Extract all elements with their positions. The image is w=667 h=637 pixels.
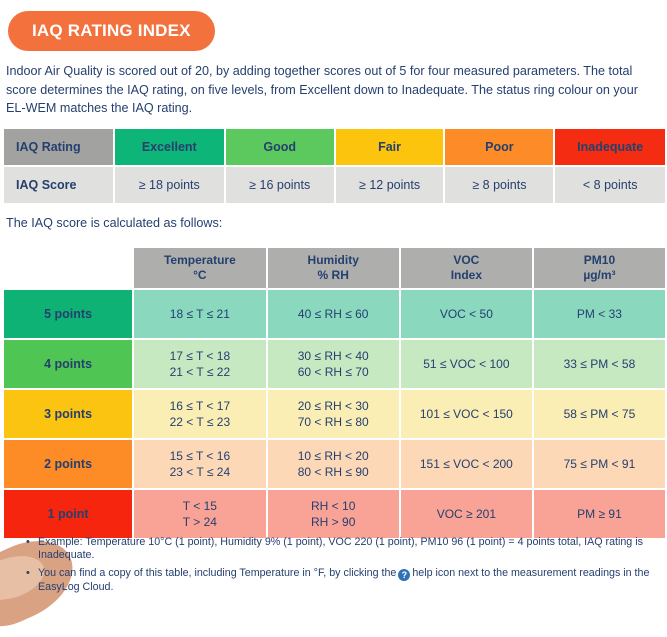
points-label: 4 points xyxy=(4,340,133,388)
score-row-4-points: 4 points 17 ≤ T < 18 21 < T ≤ 22 30 ≤ RH… xyxy=(4,340,665,388)
footnote-help-text-before: You can find a copy of this table, inclu… xyxy=(38,567,397,579)
range-line: 60 < RH ≤ 70 xyxy=(297,365,369,379)
header-humidity-line1: Humidity xyxy=(307,253,359,267)
range-line: 17 ≤ T < 18 xyxy=(169,349,231,363)
header-voc-line1: VOC xyxy=(453,253,480,267)
pm10-range: 58 ≤ PM < 75 xyxy=(533,390,665,438)
voc-range: VOC ≥ 201 xyxy=(400,490,532,538)
range-line: RH > 90 xyxy=(311,515,356,529)
rating-row-label: IAQ Rating xyxy=(4,129,113,165)
score-cell-poor: ≥ 8 points xyxy=(445,167,554,203)
rating-cell-inadequate: Inadequate xyxy=(555,129,665,165)
temperature-range: 17 ≤ T < 18 21 < T ≤ 22 xyxy=(134,340,266,388)
iaq-score-row: IAQ Score ≥ 18 points ≥ 16 points ≥ 12 p… xyxy=(4,167,665,203)
score-table-header-row: Temperature °C Humidity % RH VOC Index P… xyxy=(4,248,665,288)
header-pm10-line1: PM10 xyxy=(583,253,616,267)
score-row-5-points: 5 points 18 ≤ T ≤ 21 40 ≤ RH ≤ 60 VOC < … xyxy=(4,290,665,338)
footnotes: • Example: Temperature 10°C (1 point), H… xyxy=(26,536,662,599)
pm10-range: PM < 33 xyxy=(533,290,665,338)
header-temperature-line1: Temperature xyxy=(163,253,236,267)
header-voc-line2: Index xyxy=(450,268,483,282)
pm10-range: 75 ≤ PM < 91 xyxy=(533,440,665,488)
pm10-range: PM ≥ 91 xyxy=(533,490,665,538)
humidity-range: 40 ≤ RH ≤ 60 xyxy=(267,290,399,338)
score-calculation-table: Temperature °C Humidity % RH VOC Index P… xyxy=(2,246,667,540)
range-line: 16 ≤ T < 17 xyxy=(169,399,231,413)
iaq-rating-table: IAQ Rating Excellent Good Fair Poor Inad… xyxy=(2,127,667,205)
footnote-example-text: Example: Temperature 10°C (1 point), Hum… xyxy=(38,536,643,561)
score-row-1-point: 1 point T < 15 T > 24 RH < 10 RH > 90 VO… xyxy=(4,490,665,538)
footnote-help: • You can find a copy of this table, inc… xyxy=(26,567,662,594)
range-line: RH < 10 xyxy=(311,499,356,513)
intro-paragraph: Indoor Air Quality is scored out of 20, … xyxy=(6,64,638,115)
range-line: 22 < T ≤ 23 xyxy=(169,415,231,429)
iaq-rating-row: IAQ Rating Excellent Good Fair Poor Inad… xyxy=(4,129,665,165)
header-humidity: Humidity % RH xyxy=(267,248,399,288)
range-line: 10 ≤ RH < 20 xyxy=(297,449,369,463)
points-label: 2 points xyxy=(4,440,133,488)
header-pm10-line2: µg/m³ xyxy=(583,268,616,282)
humidity-range: 30 ≤ RH < 40 60 < RH ≤ 70 xyxy=(267,340,399,388)
points-label: 3 points xyxy=(4,390,133,438)
header-humidity-line2: % RH xyxy=(317,268,349,282)
temperature-range: T < 15 T > 24 xyxy=(134,490,266,538)
voc-range: VOC < 50 xyxy=(400,290,532,338)
range-line: 21 < T ≤ 22 xyxy=(169,365,231,379)
humidity-range: 20 ≤ RH < 30 70 < RH ≤ 80 xyxy=(267,390,399,438)
bullet-marker: • xyxy=(26,536,30,548)
range-line: T > 24 xyxy=(182,515,217,529)
header-blank-cell xyxy=(4,248,133,288)
bullet-marker: • xyxy=(26,567,30,579)
temperature-range: 16 ≤ T < 17 22 < T ≤ 23 xyxy=(134,390,266,438)
score-cell-good: ≥ 16 points xyxy=(225,167,334,203)
footnote-help-text: You can find a copy of this table, inclu… xyxy=(38,567,662,594)
points-label: 5 points xyxy=(4,290,133,338)
score-cell-fair: ≥ 12 points xyxy=(335,167,444,203)
header-temperature: Temperature °C xyxy=(134,248,266,288)
score-row-label: IAQ Score xyxy=(4,167,113,203)
range-line: 15 ≤ T < 16 xyxy=(169,449,231,463)
voc-range: 151 ≤ VOC < 200 xyxy=(400,440,532,488)
rating-cell-excellent: Excellent xyxy=(114,129,224,165)
header-pm10: PM10 µg/m³ xyxy=(533,248,665,288)
range-line: 80 < RH ≤ 90 xyxy=(297,465,369,479)
range-line: T < 15 xyxy=(182,499,217,513)
humidity-range: 10 ≤ RH < 20 80 < RH ≤ 90 xyxy=(267,440,399,488)
range-line: 20 ≤ RH < 30 xyxy=(297,399,369,413)
score-row-2-points: 2 points 15 ≤ T < 16 23 < T ≤ 24 10 ≤ RH… xyxy=(4,440,665,488)
score-cell-excellent: ≥ 18 points xyxy=(114,167,224,203)
temperature-range: 18 ≤ T ≤ 21 xyxy=(134,290,266,338)
rating-cell-good: Good xyxy=(225,129,334,165)
help-icon: ? xyxy=(398,569,411,581)
range-line: 23 < T ≤ 24 xyxy=(169,465,231,479)
rating-cell-poor: Poor xyxy=(445,129,554,165)
temperature-range: 15 ≤ T < 16 23 < T ≤ 24 xyxy=(134,440,266,488)
score-cell-inadequate: < 8 points xyxy=(555,167,665,203)
header-voc: VOC Index xyxy=(400,248,532,288)
rating-cell-fair: Fair xyxy=(335,129,444,165)
pm10-range: 33 ≤ PM < 58 xyxy=(533,340,665,388)
calc-intro-text: The IAQ score is calculated as follows: xyxy=(6,216,223,230)
page-title-badge: IAQ RATING INDEX xyxy=(8,11,215,51)
range-line: 70 < RH ≤ 80 xyxy=(297,415,369,429)
humidity-range: RH < 10 RH > 90 xyxy=(267,490,399,538)
range-line: 18 ≤ T ≤ 21 xyxy=(169,307,230,321)
points-label: 1 point xyxy=(4,490,133,538)
score-row-3-points: 3 points 16 ≤ T < 17 22 < T ≤ 23 20 ≤ RH… xyxy=(4,390,665,438)
footnote-example: • Example: Temperature 10°C (1 point), H… xyxy=(26,536,662,562)
header-temperature-line2: °C xyxy=(193,268,207,282)
range-line: 30 ≤ RH < 40 xyxy=(297,349,369,363)
voc-range: 101 ≤ VOC < 150 xyxy=(400,390,532,438)
range-line: 40 ≤ RH ≤ 60 xyxy=(297,307,369,321)
voc-range: 51 ≤ VOC < 100 xyxy=(400,340,532,388)
